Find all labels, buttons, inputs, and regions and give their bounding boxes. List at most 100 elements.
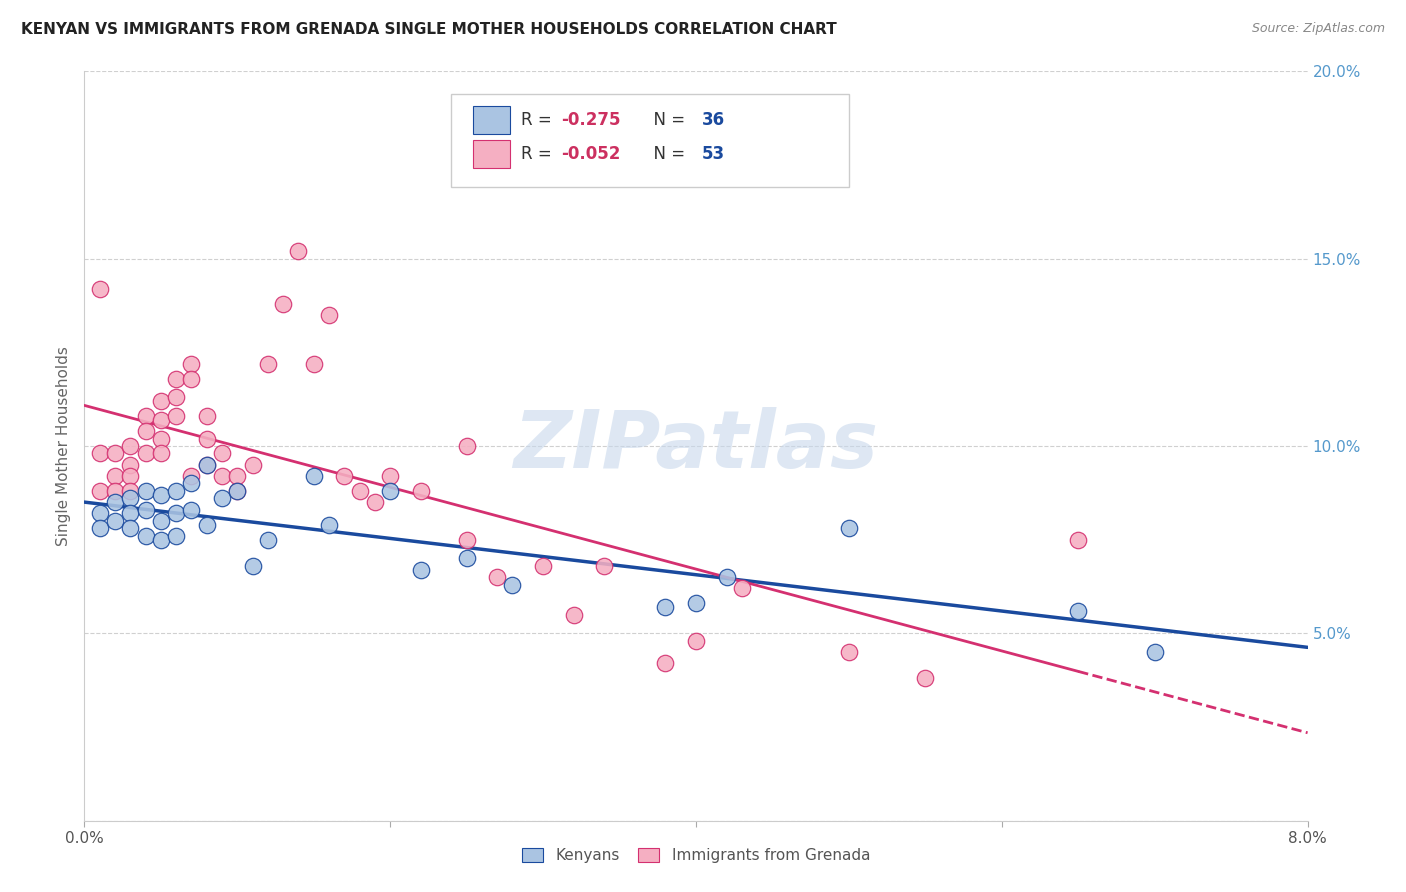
- Point: [120, 507, 142, 521]
- Text: ZIPatlas: ZIPatlas: [513, 407, 879, 485]
- Point: [120, 439, 142, 453]
- Text: KENYAN VS IMMIGRANTS FROM GRENADA SINGLE MOTHER HOUSEHOLDS CORRELATION CHART: KENYAN VS IMMIGRANTS FROM GRENADA SINGLE…: [21, 22, 837, 37]
- Y-axis label: Single Mother Households: Single Mother Households: [56, 346, 72, 546]
- Point: [89, 521, 111, 535]
- Point: [120, 483, 142, 498]
- Point: [149, 488, 172, 502]
- Point: [654, 657, 676, 671]
- Point: [135, 424, 157, 438]
- Point: [409, 563, 432, 577]
- Point: [302, 357, 325, 371]
- FancyBboxPatch shape: [474, 106, 510, 134]
- Point: [731, 582, 754, 596]
- Point: [149, 394, 172, 409]
- FancyBboxPatch shape: [474, 140, 510, 168]
- Point: [562, 607, 585, 622]
- Point: [211, 446, 233, 460]
- Point: [180, 357, 202, 371]
- Point: [180, 502, 202, 516]
- Point: [349, 483, 371, 498]
- Point: [211, 491, 233, 506]
- Text: R =: R =: [522, 112, 557, 129]
- Point: [104, 446, 127, 460]
- Point: [195, 458, 218, 472]
- Point: [135, 409, 157, 423]
- Point: [380, 483, 402, 498]
- Point: [242, 558, 264, 573]
- Point: [195, 517, 218, 532]
- Point: [165, 483, 187, 498]
- Point: [165, 390, 187, 404]
- Point: [838, 521, 860, 535]
- Point: [165, 507, 187, 521]
- Point: [135, 446, 157, 460]
- Point: [1067, 604, 1090, 618]
- Point: [257, 357, 280, 371]
- FancyBboxPatch shape: [451, 94, 849, 187]
- Point: [165, 529, 187, 543]
- Text: N =: N =: [644, 145, 690, 162]
- Point: [149, 432, 172, 446]
- Point: [104, 495, 127, 509]
- Legend: Kenyans, Immigrants from Grenada: Kenyans, Immigrants from Grenada: [516, 842, 876, 869]
- Point: [838, 645, 860, 659]
- Point: [120, 458, 142, 472]
- Text: N =: N =: [644, 112, 690, 129]
- Point: [716, 570, 738, 584]
- Text: -0.275: -0.275: [561, 112, 621, 129]
- Point: [242, 458, 264, 472]
- Point: [195, 432, 218, 446]
- Point: [120, 491, 142, 506]
- Point: [333, 469, 356, 483]
- Point: [195, 409, 218, 423]
- Point: [120, 521, 142, 535]
- Text: R =: R =: [522, 145, 557, 162]
- Point: [531, 558, 554, 573]
- Point: [226, 483, 249, 498]
- Point: [120, 469, 142, 483]
- Point: [180, 476, 202, 491]
- Point: [685, 633, 707, 648]
- Point: [685, 596, 707, 610]
- Point: [1143, 645, 1166, 659]
- Text: Source: ZipAtlas.com: Source: ZipAtlas.com: [1251, 22, 1385, 36]
- Point: [502, 577, 524, 591]
- Point: [104, 514, 127, 528]
- Point: [89, 282, 111, 296]
- Point: [104, 483, 127, 498]
- Point: [914, 671, 936, 685]
- Point: [180, 469, 202, 483]
- Point: [135, 483, 157, 498]
- Point: [318, 517, 340, 532]
- Point: [89, 446, 111, 460]
- Point: [149, 446, 172, 460]
- Point: [364, 495, 387, 509]
- Point: [456, 551, 478, 566]
- Text: -0.052: -0.052: [561, 145, 621, 162]
- Point: [409, 483, 432, 498]
- Point: [180, 371, 202, 385]
- Point: [149, 514, 172, 528]
- Point: [287, 244, 309, 259]
- Point: [165, 409, 187, 423]
- Point: [654, 600, 676, 615]
- Point: [104, 469, 127, 483]
- Point: [135, 529, 157, 543]
- Point: [257, 533, 280, 547]
- Point: [89, 507, 111, 521]
- Text: 53: 53: [702, 145, 725, 162]
- Point: [226, 483, 249, 498]
- Point: [211, 469, 233, 483]
- Point: [456, 439, 478, 453]
- Point: [302, 469, 325, 483]
- Point: [1067, 533, 1090, 547]
- Point: [456, 533, 478, 547]
- Point: [271, 296, 294, 310]
- Point: [593, 558, 616, 573]
- Text: 36: 36: [702, 112, 725, 129]
- Point: [149, 413, 172, 427]
- Point: [486, 570, 509, 584]
- Point: [226, 469, 249, 483]
- Point: [195, 458, 218, 472]
- Point: [135, 502, 157, 516]
